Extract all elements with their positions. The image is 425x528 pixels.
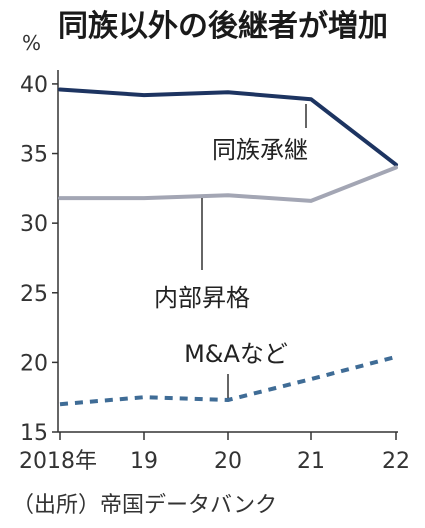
y-axis-unit: % bbox=[22, 31, 41, 55]
source-note: （出所）帝国データバンク bbox=[12, 493, 277, 518]
x-tick-label: 20 bbox=[214, 449, 242, 474]
axes: 15 20 25 30 35 40 2018年 19 20 21 22 bbox=[19, 70, 410, 474]
y-tick-label: 30 bbox=[20, 212, 48, 237]
y-tick-label: 15 bbox=[20, 421, 48, 446]
y-tick-label: 40 bbox=[20, 73, 48, 98]
y-tick-label: 25 bbox=[20, 282, 48, 307]
x-tick-label: 22 bbox=[382, 449, 410, 474]
y-tick-label: 20 bbox=[20, 351, 48, 376]
series-line-3 bbox=[59, 354, 397, 407]
x-tick-label: 21 bbox=[297, 449, 325, 474]
x-tick-label: 19 bbox=[130, 449, 158, 474]
series-label-1: 同族承継 bbox=[212, 136, 308, 164]
y-tick-label: 35 bbox=[20, 143, 48, 168]
series-line-2 bbox=[58, 165, 398, 203]
chart-title: 同族以外の後継者が増加 bbox=[58, 9, 388, 44]
series-label-3: M&Aなど bbox=[184, 340, 288, 368]
series-label-2: 内部昇格 bbox=[154, 284, 250, 312]
series-line-1 bbox=[58, 87, 398, 167]
x-tick-label: 2018年 bbox=[19, 449, 97, 474]
series-lines bbox=[58, 87, 398, 407]
